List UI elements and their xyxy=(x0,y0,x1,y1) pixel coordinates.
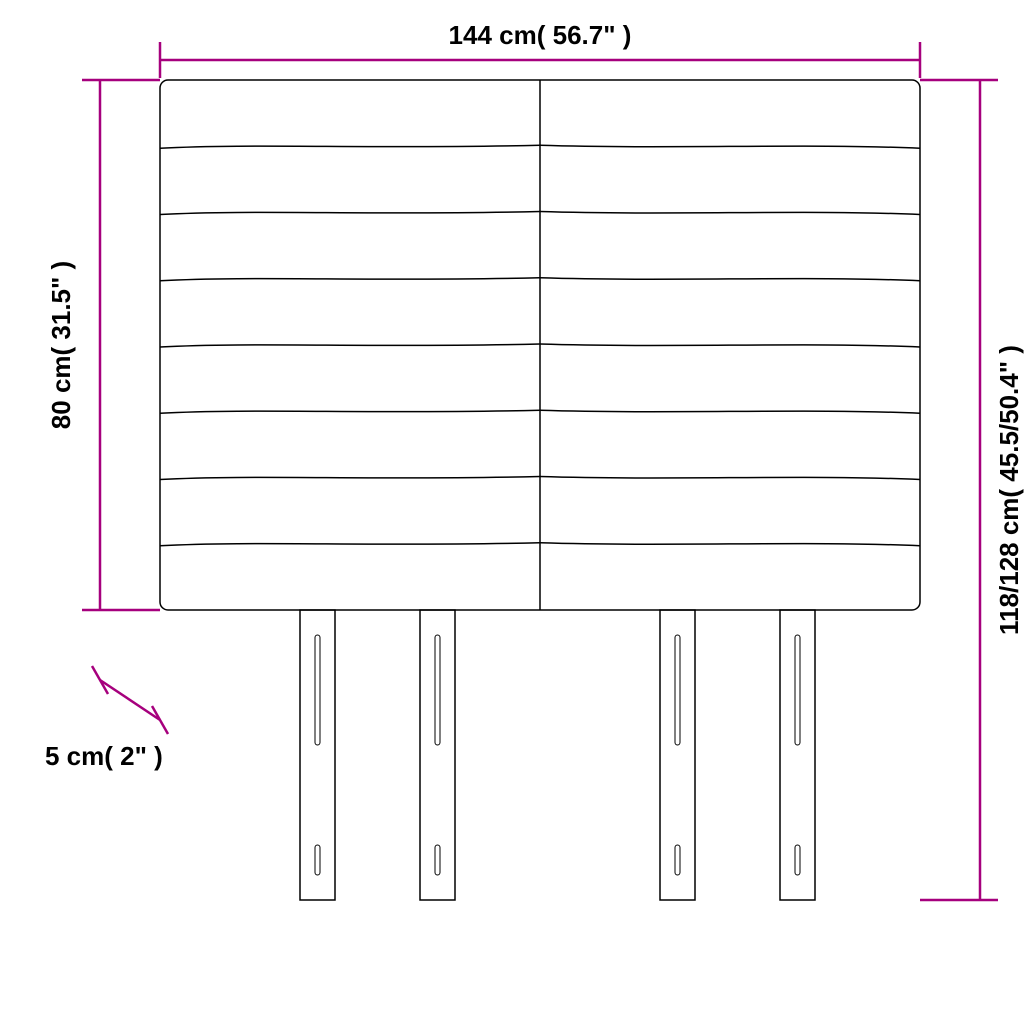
headboard-dimension-diagram: 144 cm( 56.7" ) 80 cm( 31.5" ) 118/128 cm(… xyxy=(0,0,1024,1024)
dim-label-total-height: 118/128 cm( 45.5/50.4" ) xyxy=(994,345,1024,635)
dim-label-panel-height: 80 cm( 31.5" ) xyxy=(46,261,76,429)
dim-label-depth: 5 cm( 2" ) xyxy=(45,741,163,771)
dim-label-width: 144 cm( 56.7" ) xyxy=(449,20,632,50)
